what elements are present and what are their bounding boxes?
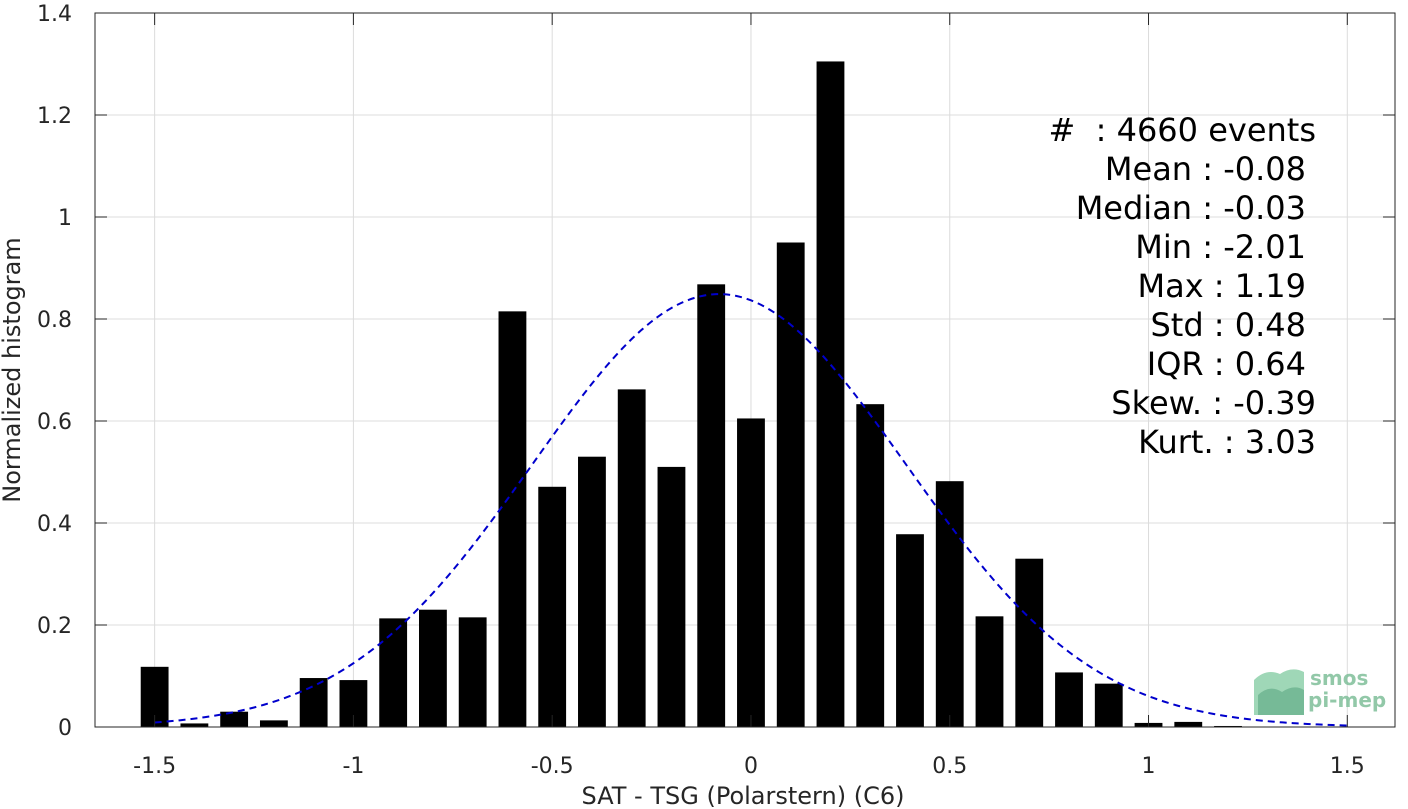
x-tick-label: -0.5	[531, 754, 574, 779]
statistics-panel: # : 4660 events Mean : -0.08 Median : -0…	[1048, 111, 1316, 461]
y-tick-label: 0.4	[37, 512, 72, 537]
x-axis-title: SAT - TSG (Polarstern) (C6)	[582, 782, 905, 809]
histogram-bar	[1094, 683, 1123, 727]
tick-labels: -1.5 -1 -0.5 0 0.5 1 1.5 0 0.2 0.4 0.6 0.8 1 1.2 1.4	[37, 2, 1365, 779]
histogram-bar	[259, 720, 288, 727]
histogram-bar	[1015, 558, 1044, 727]
histogram-bar	[1174, 721, 1203, 727]
histogram-bar	[935, 481, 964, 727]
y-tick-label: 1.4	[37, 2, 72, 27]
stat-mean: Mean : -0.08	[1105, 150, 1306, 188]
y-tick-label: 0.8	[37, 308, 72, 333]
logo-wave-graphic-inner	[1258, 687, 1304, 715]
stat-skew: Skew. : -0.39	[1111, 384, 1316, 422]
histogram-bar	[856, 404, 885, 727]
histogram-bar	[180, 723, 209, 727]
histogram-bars	[140, 61, 1242, 727]
histogram-bar	[220, 711, 249, 727]
smos-pi-mep-logo: smos pi-mep	[1254, 666, 1386, 715]
x-tick-label: -1	[342, 754, 364, 779]
x-tick-label: 1	[1142, 754, 1156, 779]
stat-iqr: IQR : 0.64	[1147, 345, 1306, 383]
histogram-bar	[1214, 725, 1242, 727]
y-tick-label: 1.2	[37, 104, 72, 129]
axis-ticks	[95, 12, 1395, 728]
histogram-bar	[419, 609, 447, 727]
y-axis-title: Normalized histogram	[0, 237, 26, 502]
stat-std: Std : 0.48	[1150, 306, 1306, 344]
stat-count: # : 4660 events	[1048, 111, 1316, 149]
logo-text-pimep: pi-mep	[1308, 688, 1386, 712]
stat-min: Min : -2.01	[1135, 228, 1306, 266]
histogram-bar	[458, 617, 487, 727]
histogram-bar	[816, 61, 845, 727]
histogram-bar	[697, 284, 726, 727]
plot-frame	[94, 12, 1396, 728]
stat-max: Max : 1.19	[1137, 267, 1306, 305]
y-tick-label: 1	[58, 206, 72, 231]
y-tick-label: 0	[58, 716, 72, 741]
histogram-bar	[975, 616, 1004, 727]
histogram-bar	[538, 486, 567, 727]
histogram-bar	[737, 418, 765, 727]
histogram-bar	[379, 618, 408, 727]
stat-kurt: Kurt. : 3.03	[1138, 423, 1316, 461]
stat-median: Median : -0.03	[1076, 189, 1306, 227]
histogram-bar	[299, 678, 328, 727]
histogram-bar	[578, 456, 606, 727]
y-tick-label: 0.6	[37, 410, 72, 435]
histogram-bar	[1055, 672, 1083, 727]
normal-fit-curve	[154, 293, 1348, 727]
x-tick-label: 0.5	[932, 754, 967, 779]
histogram-bar	[896, 534, 924, 727]
logo-text-smos: smos	[1310, 666, 1368, 690]
histogram-bar	[776, 242, 805, 727]
x-tick-label: -1.5	[133, 754, 176, 779]
histogram-bar	[498, 311, 527, 727]
y-tick-label: 0.2	[37, 614, 72, 639]
x-tick-label: 1.5	[1330, 754, 1365, 779]
histogram-bar	[657, 466, 686, 727]
histogram-bar	[617, 389, 646, 727]
x-tick-label: 0	[744, 754, 758, 779]
